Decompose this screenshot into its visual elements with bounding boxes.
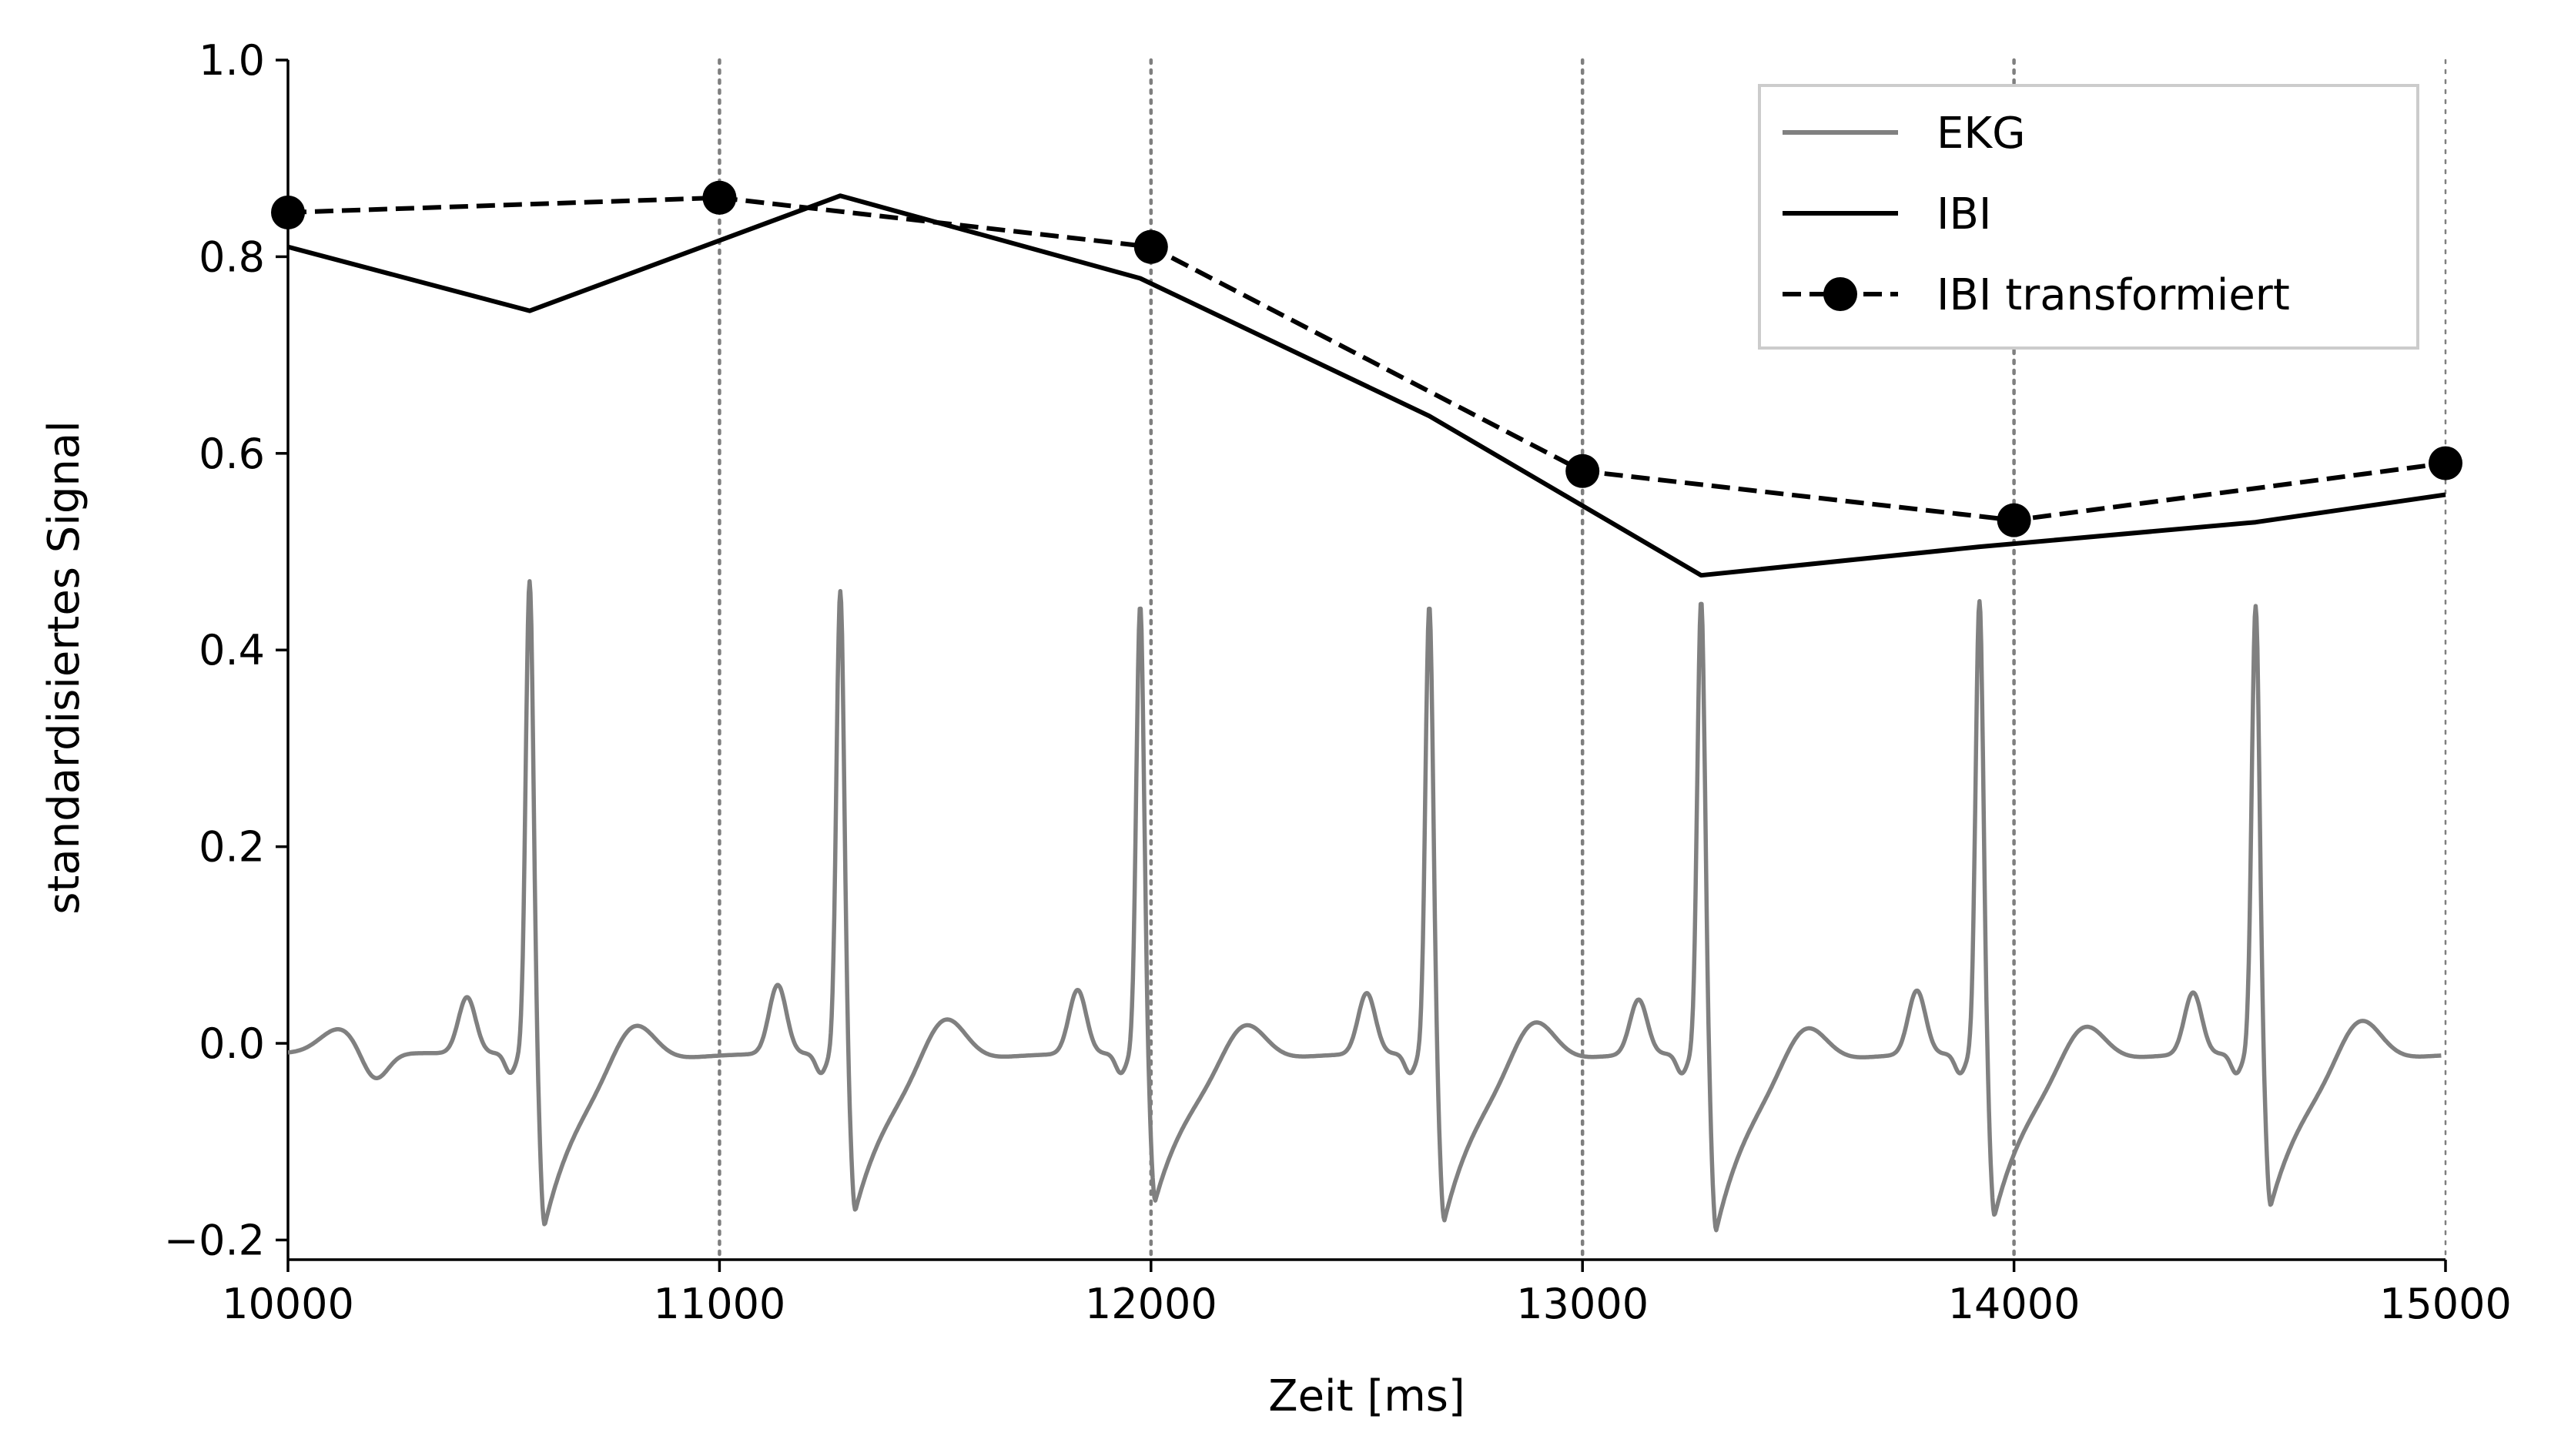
ibi-transformiert-point	[2429, 446, 2462, 480]
y-tick-label: −0.2	[164, 1216, 265, 1264]
legend-label-ibi-transformiert: IBI transformiert	[1937, 270, 2290, 320]
legend-label-ekg: EKG	[1937, 109, 2026, 159]
axes	[286, 60, 2446, 1261]
y-ticks: −0.2 0.0 0.2 0.4 0.6 0.8 1.0	[164, 36, 288, 1264]
legend-marker-ibi-transformiert	[1823, 277, 1857, 311]
series-line-ibi-transformiert	[287, 195, 2446, 523]
ibi-transformiert-point	[1133, 229, 1168, 264]
y-tick-label: 0.6	[199, 430, 265, 478]
legend-label-ibi: IBI	[1937, 189, 1991, 239]
ibi-transformiert-point	[1565, 454, 1600, 488]
y-tick-label: 0.2	[199, 823, 265, 872]
y-tick-label: 1.0	[199, 36, 265, 85]
x-tick-label: 14000	[1948, 1280, 2081, 1328]
y-axis-label: standardisiertes Signal	[39, 420, 89, 915]
x-axis-label: Zeit [ms]	[1268, 1371, 1465, 1421]
legend-box	[1758, 84, 2419, 350]
legend: EKG IBI IBI transformiert	[1758, 84, 2419, 350]
series-line-ibi	[287, 193, 2446, 578]
x-tick-label: 10000	[222, 1280, 354, 1328]
y-tick-label: 0.4	[199, 626, 265, 674]
y-tick-label: 0.0	[199, 1019, 265, 1068]
x-tick-label: 11000	[654, 1280, 786, 1328]
y-tick-label: 0.8	[199, 233, 265, 281]
series-line-ekg	[288, 579, 2443, 1233]
series	[271, 180, 2462, 1233]
x-ticks: 10000 11000 12000 13000 14000 15000	[222, 1260, 2512, 1328]
ibi-transformiert-point	[271, 195, 305, 229]
x-tick-label: 12000	[1085, 1280, 1217, 1328]
ibi-transformiert-point	[1997, 503, 2031, 537]
x-tick-label: 15000	[2379, 1280, 2512, 1328]
ibi-transformiert-point	[702, 180, 737, 215]
x-tick-label: 13000	[1516, 1280, 1649, 1328]
